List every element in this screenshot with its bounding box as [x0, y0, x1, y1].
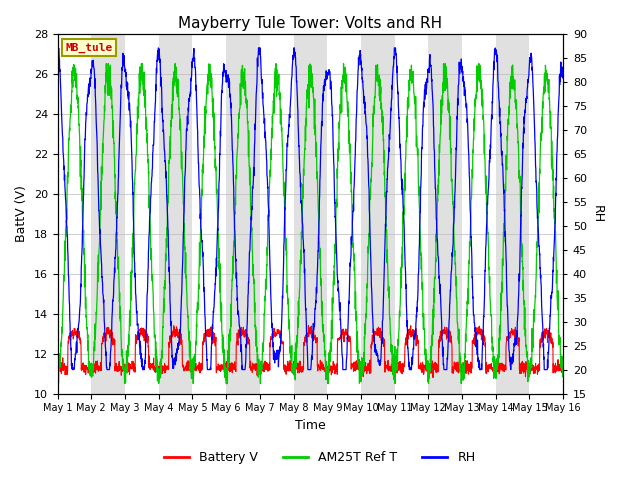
Bar: [92, 34, 125, 394]
Bar: [159, 34, 193, 394]
Bar: [226, 34, 260, 394]
Title: Mayberry Tule Tower: Volts and RH: Mayberry Tule Tower: Volts and RH: [179, 16, 442, 31]
Bar: [361, 34, 395, 394]
Y-axis label: BattV (V): BattV (V): [15, 185, 28, 242]
Bar: [428, 34, 462, 394]
Bar: [496, 34, 529, 394]
Bar: [294, 34, 327, 394]
Text: MB_tule: MB_tule: [65, 43, 113, 53]
X-axis label: Time: Time: [295, 419, 326, 432]
Legend: Battery V, AM25T Ref T, RH: Battery V, AM25T Ref T, RH: [159, 446, 481, 469]
Y-axis label: RH: RH: [591, 204, 604, 223]
